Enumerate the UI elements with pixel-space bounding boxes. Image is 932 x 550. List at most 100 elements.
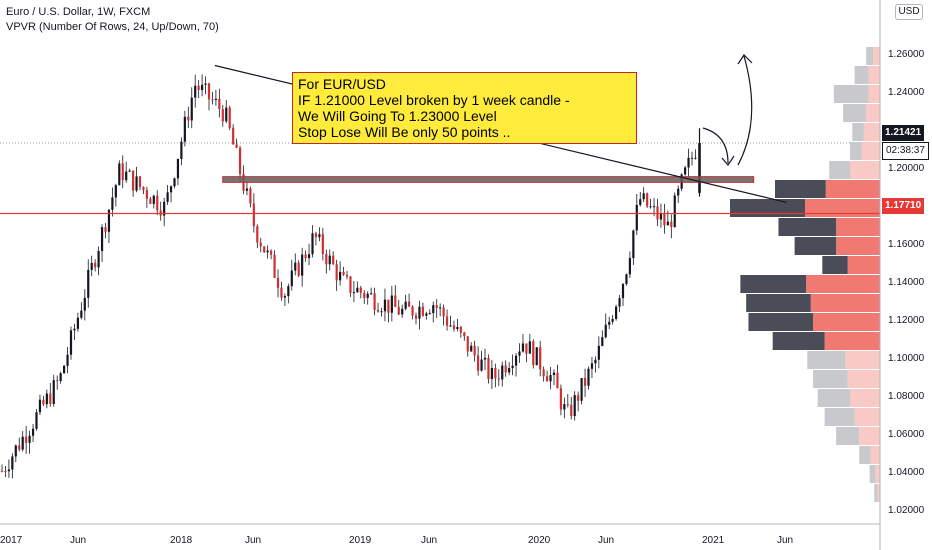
candle-body <box>301 254 304 276</box>
volume-row-up <box>817 389 850 407</box>
price-tick-label: 1.26000 <box>888 49 925 60</box>
candle-body <box>49 393 52 404</box>
candle-body <box>156 195 159 211</box>
candle-body <box>514 355 518 366</box>
candle-body <box>328 255 331 265</box>
candle-body <box>304 254 307 259</box>
candle-body <box>556 372 559 389</box>
candle-body <box>521 343 525 352</box>
candle-body <box>4 471 7 473</box>
candle-body <box>621 284 625 299</box>
candle-body <box>232 127 235 145</box>
volume-row-up <box>746 294 811 312</box>
candle-body <box>152 195 155 204</box>
candle-body <box>38 399 42 413</box>
volume-row-down <box>847 256 880 274</box>
candle-body <box>445 316 449 326</box>
time-tick-label: 2018 <box>170 535 193 546</box>
candle-body <box>456 326 459 330</box>
candle-body <box>111 197 114 210</box>
candle-body <box>276 277 280 288</box>
candle-body <box>587 368 590 386</box>
candle-body <box>135 176 138 191</box>
candle-body <box>387 299 390 313</box>
candle-body <box>249 188 252 204</box>
arrow-up-curve <box>737 55 753 166</box>
candle-body <box>352 292 355 294</box>
volume-row-down <box>868 66 880 84</box>
symbol-title[interactable]: Euro / U.S. Dollar, 1W, FXCM <box>6 6 151 18</box>
candle-body <box>187 116 190 121</box>
candle-body <box>225 107 228 122</box>
price-tick-label: 1.16000 <box>888 239 925 250</box>
trade-idea-note[interactable]: For EUR/USD IF 1.21000 Level broken by 1… <box>292 72 637 144</box>
time-tick-label: Jun <box>598 535 615 546</box>
candle-body <box>687 157 690 168</box>
candle-body <box>563 404 566 410</box>
candle-body <box>259 242 262 247</box>
candle-body <box>118 163 121 186</box>
candle-body <box>218 98 221 110</box>
candle-body <box>684 167 687 175</box>
candle-body <box>459 326 462 333</box>
candle-body <box>349 276 352 293</box>
candle-body <box>690 157 694 159</box>
candle-body <box>263 246 266 253</box>
candle-body <box>394 295 397 307</box>
candle-body <box>321 234 324 254</box>
candle-body <box>435 305 438 308</box>
candle-body <box>494 368 497 379</box>
candle-body <box>97 251 100 268</box>
candle-body <box>559 388 562 410</box>
candle-body <box>76 317 79 329</box>
indicator-title[interactable]: VPVR (Number Of Rows, 24, Up/Down, 70) <box>6 21 219 33</box>
candle-body <box>363 292 366 298</box>
candle-body <box>666 221 669 226</box>
candle-body <box>149 198 152 204</box>
candle-body <box>583 378 587 386</box>
candle-body <box>390 295 393 313</box>
candle-body <box>615 306 618 319</box>
candle-body <box>176 159 180 179</box>
time-tick-label: Jun <box>70 535 87 546</box>
volume-row-up <box>852 123 864 141</box>
countdown-tag: 02:38:37 <box>882 142 929 160</box>
candle-body <box>432 305 435 314</box>
volume-row-down <box>868 85 880 103</box>
candle-body <box>442 307 445 317</box>
candle-body <box>214 98 217 100</box>
volume-row-up <box>854 66 869 84</box>
candle-body <box>318 234 321 238</box>
currency-button[interactable]: USD <box>895 4 923 20</box>
volume-row-down <box>836 237 880 255</box>
candle-body <box>397 306 400 315</box>
volume-row-up <box>794 237 837 255</box>
candle-body <box>449 325 452 327</box>
candle-body <box>698 143 701 193</box>
candle-body <box>169 186 173 193</box>
time-tick-label: 2019 <box>349 535 372 546</box>
volume-row-down <box>806 275 880 293</box>
candle-body <box>549 375 552 382</box>
candle-body <box>90 262 93 270</box>
volume-row-down <box>861 142 880 160</box>
price-tick-label: 1.14000 <box>888 277 925 288</box>
candle-body <box>256 226 259 243</box>
candle-body <box>80 310 83 318</box>
candle-body <box>59 373 62 382</box>
candle-body <box>83 297 86 311</box>
price-tick-label: 1.06000 <box>888 429 925 440</box>
candle-body <box>673 195 676 228</box>
volume-row-up <box>829 161 850 179</box>
candle-body <box>625 274 628 285</box>
candle-body <box>480 359 483 371</box>
arrow-down-curve <box>702 127 729 164</box>
volume-row-down <box>854 408 880 426</box>
candle-body <box>180 141 183 160</box>
candle-body <box>190 97 193 121</box>
candle-body <box>145 190 148 199</box>
time-tick-label: 2017 <box>0 535 23 546</box>
volume-row-down <box>863 123 880 141</box>
candle-body <box>359 287 362 293</box>
candle-body <box>56 380 59 382</box>
